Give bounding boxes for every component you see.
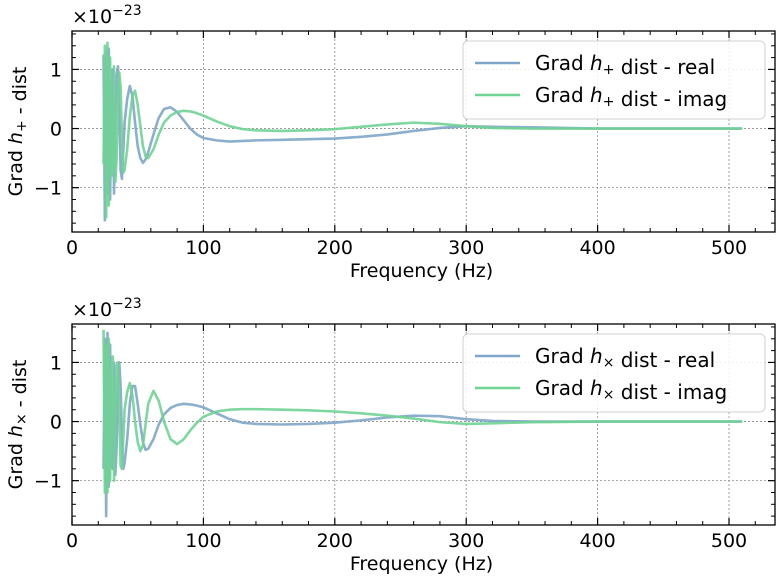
legend: Grad h+ dist - real Grad h+ dist - imag bbox=[462, 40, 766, 120]
x-tick-label: 0 bbox=[66, 530, 78, 552]
x-tick-label: 500 bbox=[711, 530, 747, 552]
legend-label-real: Grad h+ dist - real bbox=[535, 51, 715, 79]
y-tick-label: −1 bbox=[34, 178, 62, 200]
series-line-imag bbox=[102, 329, 743, 494]
legend-box bbox=[462, 40, 766, 120]
series-line-imag bbox=[102, 41, 743, 219]
x-tick-label: 0 bbox=[66, 237, 78, 259]
legend-box bbox=[462, 333, 766, 413]
legend-label-imag: Grad h+ dist - imag bbox=[535, 83, 727, 111]
chart-panel-1: 0 100 200 300 400 500 −1 0 1 ×10−23 Frequency (Hz)… bbox=[5, 3, 776, 282]
y-tick-label: −1 bbox=[34, 471, 62, 493]
x-tick-label: 100 bbox=[185, 237, 221, 259]
x-tick-label: 200 bbox=[317, 237, 353, 259]
y-tick-label: 1 bbox=[50, 59, 62, 81]
legend-label-imag: Grad h× dist - imag bbox=[535, 376, 727, 404]
x-axis-label: Frequency (Hz) bbox=[350, 260, 493, 282]
axes-frame bbox=[71, 30, 776, 233]
x-tick-label: 400 bbox=[579, 530, 615, 552]
x-tick-label: 500 bbox=[711, 237, 747, 259]
x-tick-label: 300 bbox=[448, 530, 484, 552]
x-tick-label: 300 bbox=[448, 237, 484, 259]
x-tick-label: 400 bbox=[579, 237, 615, 259]
y-offset-label: ×10−23 bbox=[72, 296, 142, 321]
y-axis-label: Grad h+ - dist bbox=[5, 67, 31, 197]
y-tick-label: 1 bbox=[50, 352, 62, 374]
y-axis-label: Grad h× - dist bbox=[5, 360, 31, 490]
chart-panel-2: 0 100 200 300 400 500 −1 0 1 ×10−23 Frequency (Hz)… bbox=[5, 296, 776, 575]
x-tick-label: 100 bbox=[185, 530, 221, 552]
y-tick-label: 0 bbox=[50, 412, 62, 434]
legend-label-real: Grad h× dist - real bbox=[535, 344, 715, 372]
y-offset-label: ×10−23 bbox=[72, 3, 142, 28]
y-tick-label: 0 bbox=[50, 119, 62, 141]
legend: Grad h× dist - real Grad h× dist - imag bbox=[462, 333, 766, 413]
axes-frame bbox=[71, 323, 776, 526]
x-axis-label: Frequency (Hz) bbox=[350, 553, 493, 575]
x-tick-label: 200 bbox=[317, 530, 353, 552]
